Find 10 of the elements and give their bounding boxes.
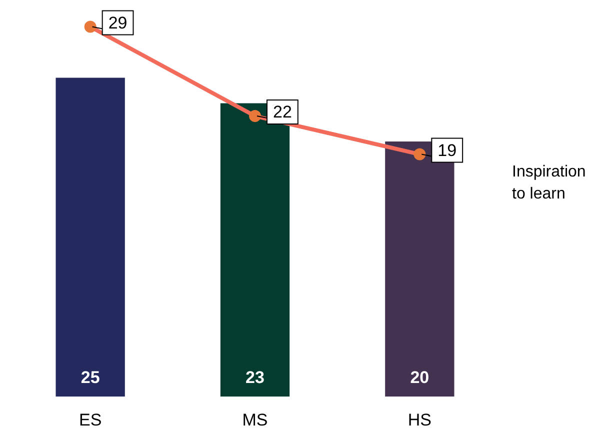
- data-label: 25: [80, 368, 100, 387]
- data-label: 19: [438, 140, 457, 160]
- x-tick-label: HS: [408, 410, 432, 430]
- x-tick-label: ES: [78, 410, 102, 430]
- data-label: 22: [272, 102, 292, 122]
- text: Inspiration to learn: [512, 164, 586, 203]
- data-label: 20: [410, 368, 430, 387]
- data-label: 29: [108, 13, 128, 32]
- data-label: 23: [246, 368, 264, 387]
- x-tick-label: MS: [242, 410, 268, 430]
